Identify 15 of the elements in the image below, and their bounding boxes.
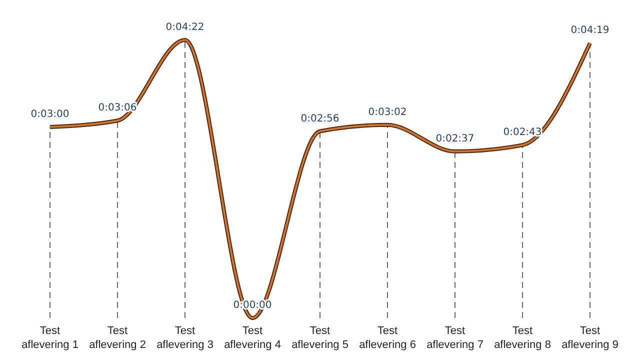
x-tick-label: Test aflevering 4 — [224, 325, 281, 351]
data-label: 0:02:37 — [436, 133, 474, 144]
data-label: 0:04:22 — [166, 22, 204, 33]
x-tick-label: Test aflevering 9 — [562, 325, 618, 351]
x-tick-label: Test aflevering 6 — [359, 325, 416, 351]
x-tick-label: Test aflevering 2 — [89, 325, 146, 351]
data-label: 0:04:19 — [570, 25, 610, 36]
x-tick-label: Test aflevering 3 — [156, 325, 214, 351]
x-tick-label: Test aflevering 7 — [426, 325, 484, 351]
data-label: 0:03:02 — [368, 106, 407, 118]
x-tick-label: Test aflevering 8 — [494, 325, 551, 351]
data-label: 0:03:00 — [30, 109, 70, 120]
x-tick-label: Test aflevering 5 — [292, 325, 348, 351]
x-tick-label: Test aflevering 1 — [22, 325, 78, 351]
data-label: 0:02:56 — [300, 113, 340, 124]
